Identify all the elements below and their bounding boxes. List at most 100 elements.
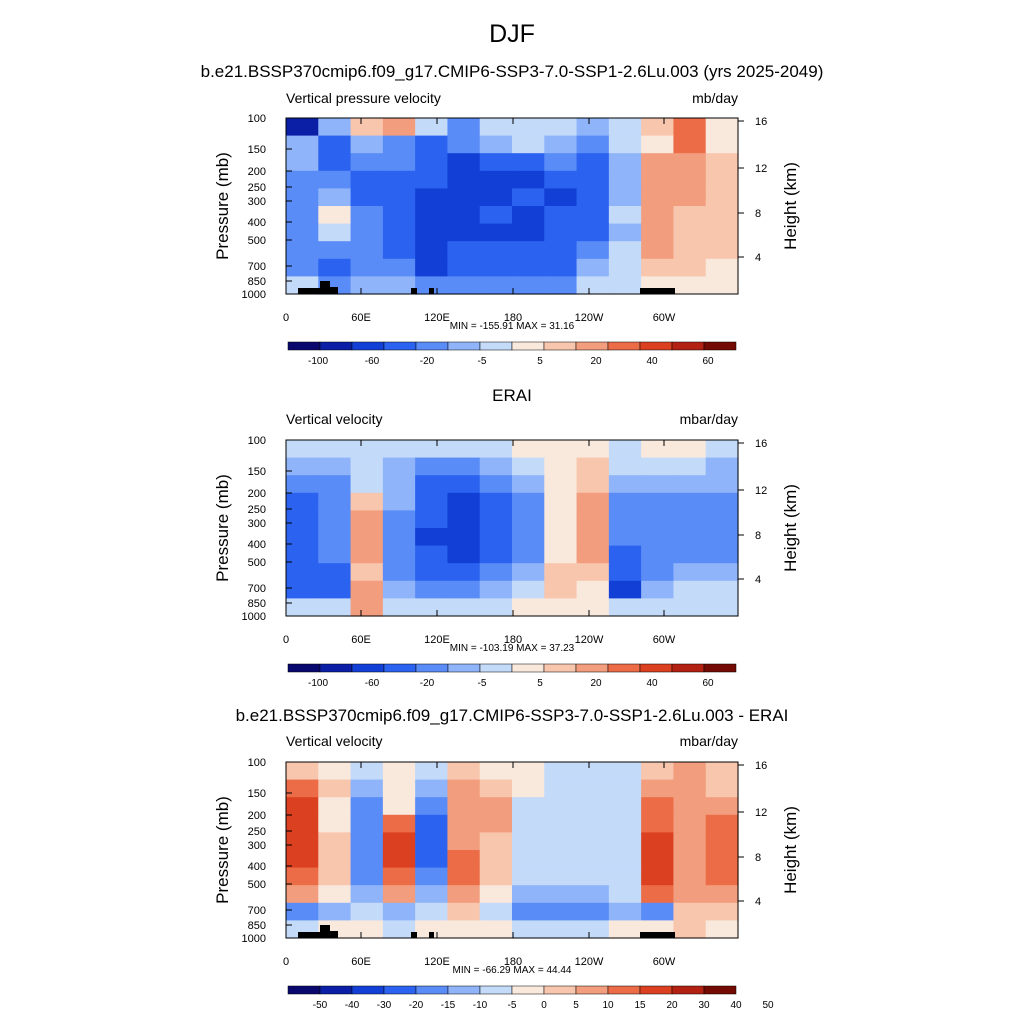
heatmap-cell <box>705 475 739 494</box>
x-tick-label: 120E <box>424 312 450 324</box>
topography-block <box>640 288 675 294</box>
colorbar-swatch <box>383 985 417 995</box>
heatmap-cell <box>576 510 610 529</box>
heatmap-cell <box>479 920 513 939</box>
heatmap-cell <box>382 258 416 277</box>
heatmap-cell <box>479 528 513 547</box>
y-axis-label: Pressure (mb) <box>213 796 232 904</box>
heatmap-cell <box>576 762 610 781</box>
heatmap-cell <box>318 258 352 277</box>
heatmap-cell <box>641 762 675 781</box>
colorbar-label: 15 <box>634 1000 646 1011</box>
topography-block <box>330 287 338 294</box>
y-right-tick-label: 16 <box>755 116 767 128</box>
heatmap-cell <box>382 902 416 921</box>
y-tick-label: 500 <box>248 879 266 891</box>
heatmap-cell <box>608 258 642 277</box>
heatmap-cell <box>512 528 545 547</box>
heatmap-cell <box>512 258 545 277</box>
heatmap-cell <box>705 867 739 886</box>
heatmap-cell <box>415 797 449 816</box>
heatmap-cell <box>382 475 416 494</box>
heatmap-cell <box>608 779 642 798</box>
y-tick-label: 850 <box>248 276 266 288</box>
heatmap-cell <box>382 850 416 869</box>
heatmap-cell <box>382 492 416 511</box>
heatmap-cell <box>705 135 739 154</box>
heatmap-cell <box>705 206 739 225</box>
heatmap-cell <box>286 241 319 260</box>
heatmap-cell <box>318 885 352 904</box>
heatmap-cell <box>286 528 319 547</box>
heatmap-cell <box>318 223 352 242</box>
heatmap-cell <box>705 170 739 189</box>
heatmap-cell <box>705 779 739 798</box>
y-right-tick-label: 12 <box>755 807 767 819</box>
heatmap-cell <box>512 920 545 939</box>
heatmap-cell <box>382 170 416 189</box>
heatmap-cell <box>576 528 610 547</box>
heatmap-cell <box>286 475 319 494</box>
heatmap-cell <box>479 241 513 260</box>
heatmap-cell <box>479 170 513 189</box>
colorbar-label: 60 <box>702 356 714 367</box>
heatmap-cell <box>673 563 707 582</box>
heatmap-cell <box>673 832 707 851</box>
heatmap-cell <box>576 797 610 816</box>
colorbar-swatch <box>543 985 577 995</box>
heatmap-cell <box>544 832 578 851</box>
topography-block <box>429 932 434 938</box>
heatmap-cell <box>705 832 739 851</box>
heatmap-cell <box>608 598 642 617</box>
topography-block <box>298 932 322 938</box>
heatmap-cell <box>544 902 578 921</box>
heatmap-cell <box>544 475 578 494</box>
heatmap-cell <box>512 440 545 459</box>
heatmap-cell <box>641 580 675 599</box>
y-tick-label: 1000 <box>242 289 266 301</box>
heatmap-cell <box>286 762 319 781</box>
y-right-tick-label: 12 <box>755 485 767 497</box>
y-tick-label: 250 <box>248 504 266 516</box>
colorbar-swatch <box>607 985 641 995</box>
heatmap-cell <box>576 850 610 869</box>
heatmap-cell <box>415 135 449 154</box>
x-tick-label: 120W <box>575 312 604 324</box>
heatmap-cell <box>544 885 578 904</box>
x-tick-label: 60W <box>653 956 676 968</box>
heatmap-cell <box>318 528 352 547</box>
heatmap-cell <box>479 440 513 459</box>
heatmap-cell <box>544 598 578 617</box>
x-tick-label: 60E <box>351 956 371 968</box>
y-tick-label: 400 <box>248 539 266 551</box>
heatmap-cell <box>512 867 545 886</box>
heatmap-cell <box>350 580 384 599</box>
heatmap-cell <box>576 885 610 904</box>
y-right-axis-label: Height (km) <box>781 806 800 894</box>
heatmap-cell <box>415 241 449 260</box>
heatmap-cell <box>286 153 319 172</box>
heatmap-cell <box>415 457 449 476</box>
heatmap-cell <box>576 475 610 494</box>
heatmap-cell <box>382 241 416 260</box>
heatmap-cell <box>382 510 416 529</box>
y-tick-label: 400 <box>248 861 266 873</box>
y-tick-label: 100 <box>248 757 266 769</box>
heatmap-cell <box>512 545 545 564</box>
heatmap-cell <box>512 563 545 582</box>
heatmap-cell <box>286 580 319 599</box>
y-right-tick-label: 16 <box>755 438 767 450</box>
heatmap-cell <box>318 580 352 599</box>
heatmap-cell <box>608 440 642 459</box>
heatmap-cell <box>576 902 610 921</box>
heatmap-cell <box>673 814 707 833</box>
heatmap-cell <box>576 545 610 564</box>
heatmap-cell <box>576 867 610 886</box>
x-tick-label: 180 <box>504 634 522 646</box>
heatmap-cell <box>641 885 675 904</box>
heatmap-cell <box>382 580 416 599</box>
heatmap-cell <box>705 510 739 529</box>
heatmap-cell <box>608 188 642 207</box>
heatmap-cell <box>608 832 642 851</box>
y-tick-label: 100 <box>248 113 266 125</box>
